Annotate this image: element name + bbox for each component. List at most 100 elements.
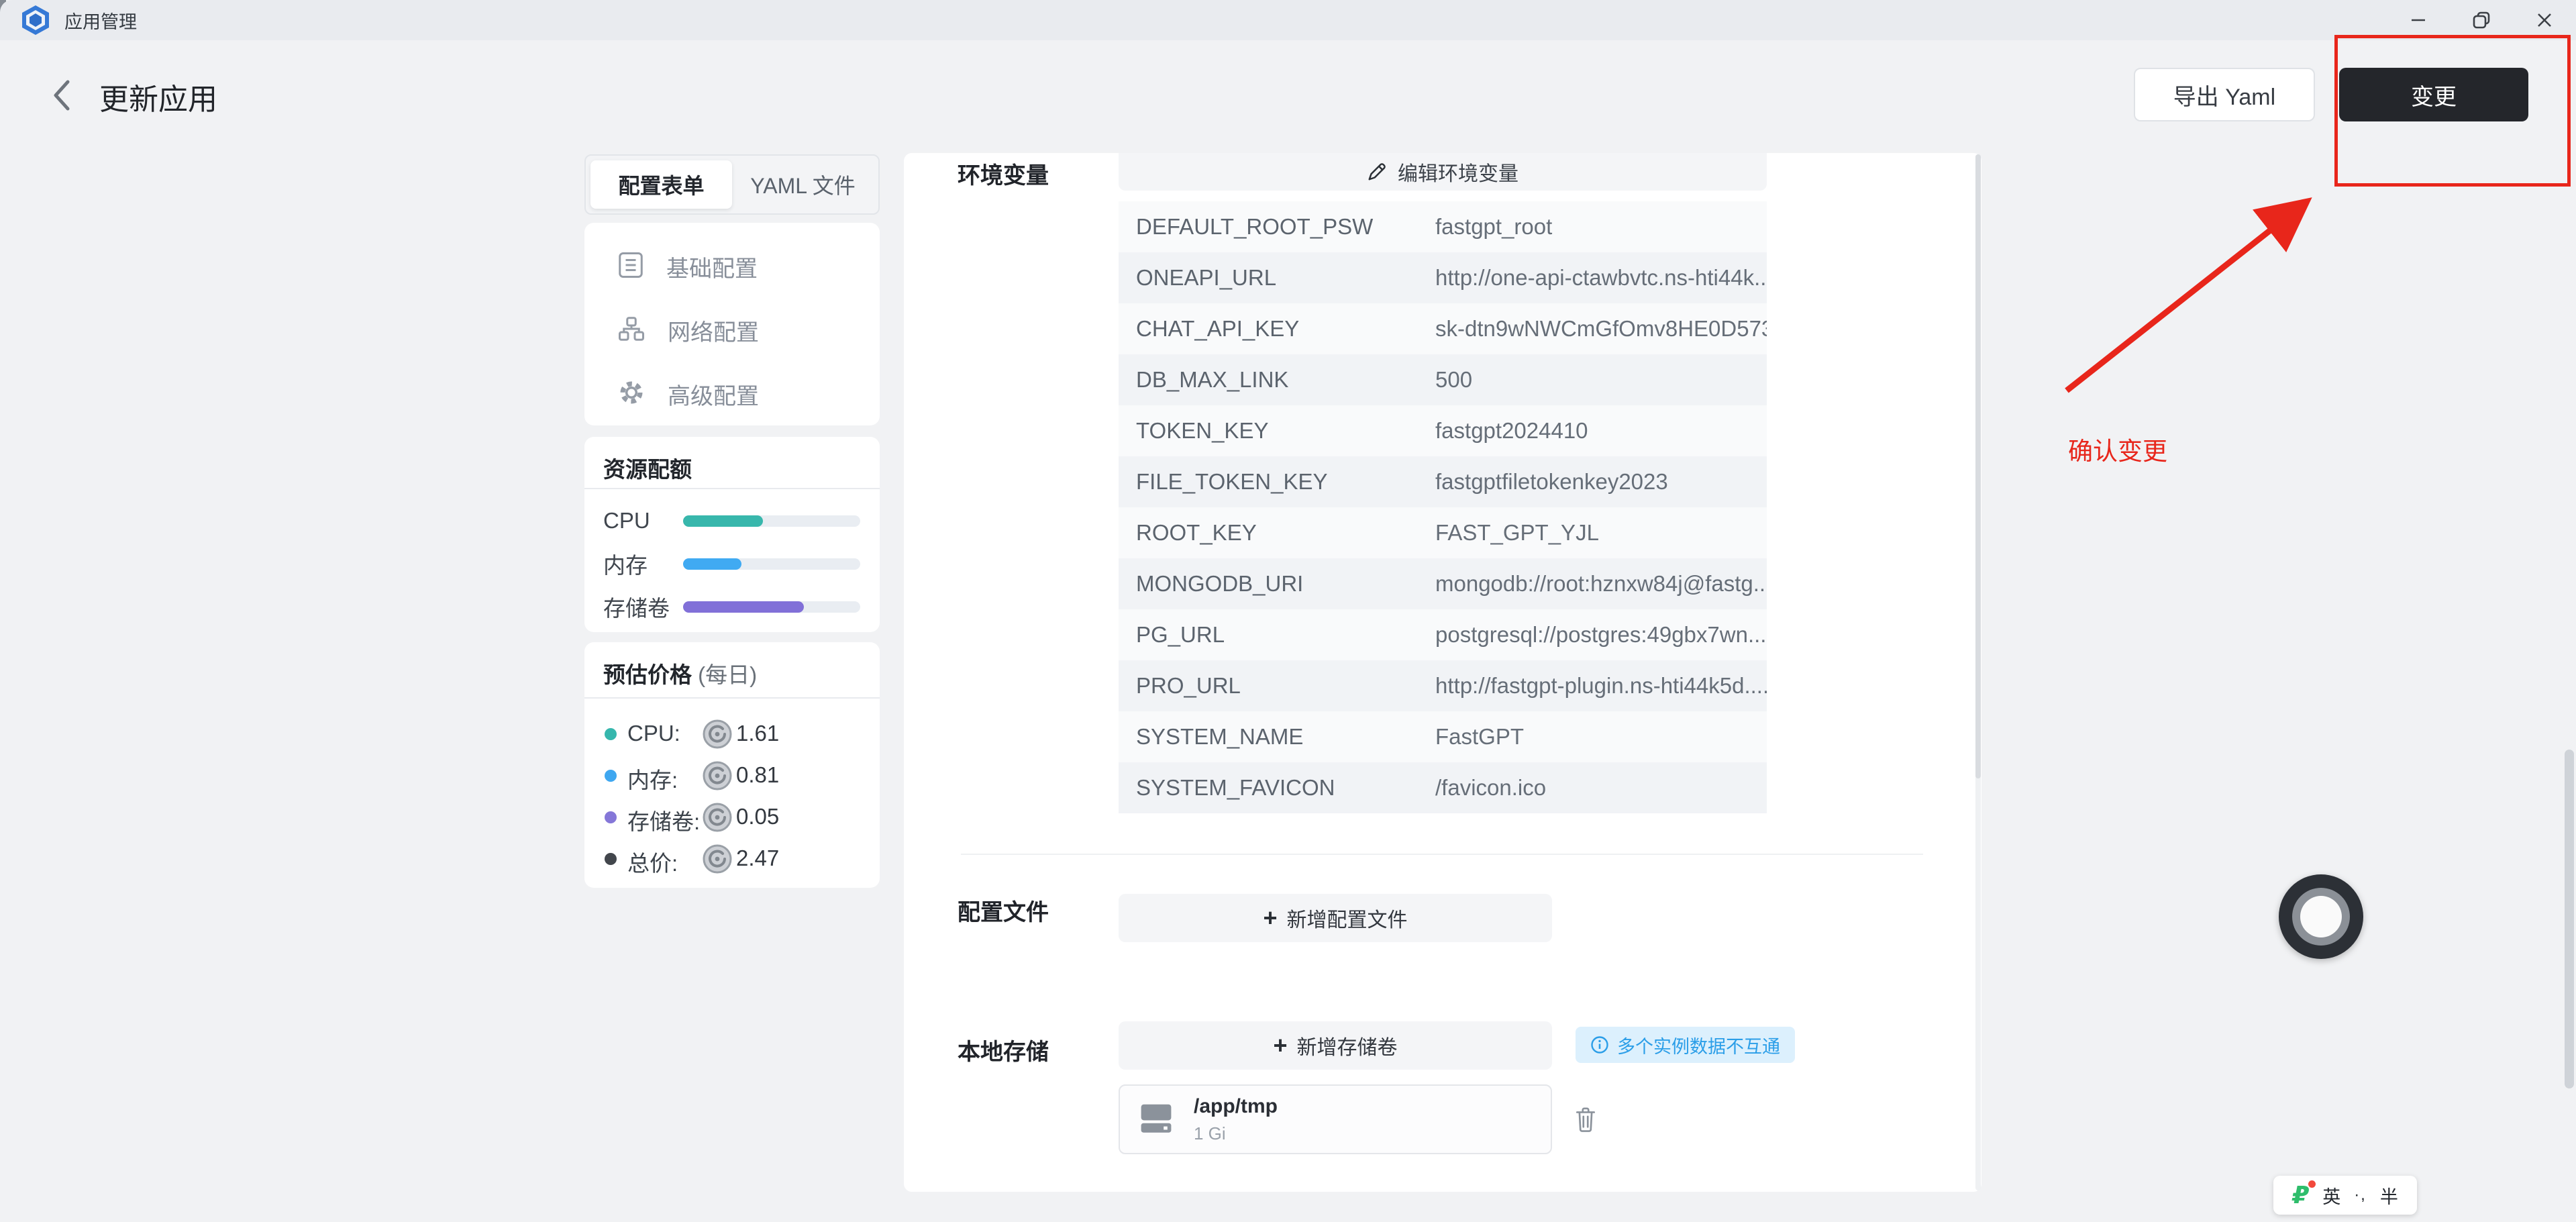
env-var-value: fastgpt_root (1435, 214, 1553, 239)
price-value: 0.81 (736, 762, 780, 787)
sidebar-item-高级配置[interactable]: 高级配置 (584, 362, 880, 425)
close-button[interactable] (2513, 0, 2576, 40)
env-var-value: http://one-api-ctawbvtc.ns-hti44k... (1435, 265, 1767, 290)
price-value: 1.61 (736, 721, 780, 746)
price-row-总价: 总价: 2.47 (584, 844, 880, 877)
page-title: 更新应用 (99, 83, 217, 116)
export-yaml-button[interactable]: 导出 Yaml (2134, 68, 2315, 121)
env-var-key: MONGODB_URI (1136, 571, 1304, 596)
env-var-value: /favicon.ico (1435, 775, 1547, 800)
local-storage-label: 本地存储 (958, 1039, 1049, 1065)
env-var-key: FILE_TOKEN_KEY (1136, 469, 1328, 494)
tab-YAML 文件[interactable]: YAML 文件 (750, 174, 856, 198)
quota-label: 存储卷 (603, 596, 670, 621)
storage-hint-badge: 多个实例数据不互通 (1576, 1027, 1795, 1063)
quota-progress-fill (683, 601, 804, 613)
hard-drive-icon (1137, 1101, 1175, 1139)
env-var-row: SYSTEM_FAVICON/favicon.ico (1119, 762, 1767, 813)
env-var-key: PRO_URL (1136, 673, 1241, 698)
edit-env-button[interactable]: 编辑环境变量 (1119, 153, 1767, 191)
env-var-value: postgresql://postgres:49gbx7wn... (1435, 622, 1767, 647)
env-var-key: PG_URL (1136, 622, 1225, 647)
env-var-row: PRO_URL http://fastgpt-plugin.ns-hti44k5d… (1119, 660, 1767, 711)
env-var-value: mongodb://root:hznxw84j@fastg... (1435, 571, 1767, 596)
ime-punctuation-mode[interactable]: ·, (2354, 1186, 2367, 1204)
env-var-row: DEFAULT_ROOT_PSW fastgpt_root (1119, 201, 1767, 252)
config-section-menu: 基础配置网络配置高级配置 (584, 223, 880, 425)
storage-hint-text: 多个实例数据不互通 (1617, 1036, 1780, 1057)
restore-button[interactable] (2450, 0, 2513, 40)
quota-progressbar (683, 558, 860, 570)
price-dot (605, 811, 617, 823)
env-var-value: fastgpt2024410 (1435, 418, 1588, 443)
env-var-key: SYSTEM_NAME (1136, 724, 1304, 749)
pencil-icon (1368, 163, 1386, 181)
price-label: 内存: (627, 768, 678, 793)
price-label: CPU: (627, 721, 680, 746)
plus-icon: + (1263, 904, 1278, 931)
env-var-value: 500 (1435, 367, 1473, 392)
coin-icon (703, 844, 732, 877)
add-volume-button[interactable]: + 新增存储卷 (1119, 1021, 1552, 1070)
env-var-value: FastGPT (1435, 724, 1525, 749)
section-divider (961, 854, 1923, 855)
estimated-price-card: 预估价格 (每日) CPU: 1.61 内存: 0.81 存储卷: 0.05 总价: 2.47 (584, 642, 880, 888)
env-var-key: DB_MAX_LINK (1136, 367, 1289, 392)
env-var-row: ROOT_KEY FAST_GPT_YJL (1119, 507, 1767, 558)
env-section-label: 环境变量 (958, 163, 1049, 189)
panel-scrollbar-thumb[interactable] (1975, 154, 1981, 778)
config-form-panel: 环境变量 编辑环境变量 DEFAULT_ROOT_PSW fastgpt_root… (904, 153, 1981, 1192)
assistant-ring (2292, 888, 2350, 946)
sidebar-item-label: 高级配置 (668, 383, 759, 409)
add-config-file-button[interactable]: + 新增配置文件 (1119, 894, 1552, 942)
minimize-icon (2412, 19, 2425, 21)
restore-icon (2473, 11, 2490, 29)
divider (584, 488, 880, 489)
env-var-row: DB_MAX_LINK 500 (1119, 354, 1767, 405)
quota-progressbar (683, 515, 860, 527)
env-var-value: sk-dtn9wNWCmGfOmv8HE0D573... (1435, 316, 1767, 341)
quota-title: 资源配额 (603, 457, 692, 482)
quota-progress-fill (683, 558, 742, 570)
tab-配置表单[interactable]: 配置表单 (590, 160, 732, 209)
quota-label: 内存 (603, 553, 648, 578)
sidebar-item-label: 基础配置 (666, 256, 758, 282)
quota-progress-fill (683, 515, 763, 527)
coin-icon (703, 761, 732, 794)
quota-row-CPU: CPU (584, 507, 880, 534)
gear-icon (618, 379, 645, 409)
price-title: 预估价格 (每日) (603, 662, 758, 687)
env-var-value: http://fastgpt-plugin.ns-hti44k5d.... (1435, 673, 1767, 698)
apply-change-button[interactable]: 变更 (2339, 68, 2528, 121)
ime-logo-icon: ₽ (2292, 1180, 2316, 1207)
app-identity: 应用管理 (0, 5, 137, 36)
coin-icon (703, 803, 732, 835)
ime-language-mode[interactable]: 英 (2322, 1186, 2341, 1207)
minimize-button[interactable] (2387, 0, 2450, 40)
back-button[interactable] (44, 78, 79, 113)
info-icon (1591, 1036, 1608, 1054)
price-row-存储卷: 存储卷: 0.05 (584, 803, 880, 835)
price-dot (605, 853, 617, 865)
env-var-row: CHAT_API_KEY sk-dtn9wNWCmGfOmv8HE0D573... (1119, 303, 1767, 354)
env-var-row: FILE_TOKEN_KEY fastgptfiletokenkey2023 (1119, 456, 1767, 507)
price-value: 0.05 (736, 804, 780, 829)
ime-status-bar[interactable]: ₽ 英 ·, 半 (2273, 1176, 2417, 1215)
env-var-row: TOKEN_KEY fastgpt2024410 (1119, 405, 1767, 456)
window-scrollbar-thumb[interactable] (2565, 750, 2574, 1088)
env-var-table: DEFAULT_ROOT_PSW fastgpt_root ONEAPI_URL ht… (1119, 201, 1767, 813)
env-var-value: fastgptfiletokenkey2023 (1435, 469, 1668, 494)
env-var-row: ONEAPI_URL http://one-api-ctawbvtc.ns-hti… (1119, 252, 1767, 303)
quota-progressbar (683, 601, 860, 613)
edit-env-label: 编辑环境变量 (1398, 163, 1518, 185)
sidebar-item-网络配置[interactable]: 网络配置 (584, 299, 880, 362)
price-label: 总价: (627, 851, 678, 876)
volume-info: /app/tmp 1 Gi (1194, 1095, 1278, 1144)
delete-volume-button[interactable] (1567, 1101, 1604, 1138)
volume-card[interactable]: /app/tmp 1 Gi (1119, 1084, 1552, 1154)
ime-width-mode[interactable]: 半 (2379, 1186, 2398, 1207)
floating-assistant-button[interactable] (2279, 874, 2363, 959)
sidebar-item-基础配置[interactable]: 基础配置 (584, 235, 880, 298)
env-var-key: ROOT_KEY (1136, 520, 1257, 545)
quota-label: CPU (603, 508, 650, 533)
